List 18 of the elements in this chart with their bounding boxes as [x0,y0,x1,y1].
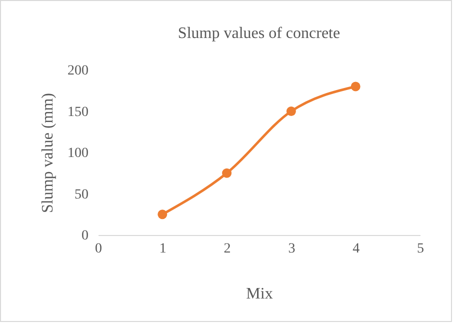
x-tick-label: 0 [95,242,102,256]
y-tick-label: 150 [68,104,88,120]
point [286,106,296,116]
y-tick-label: 50 [74,187,88,202]
y-axis-title: Slump value (mm) [40,93,56,213]
y-tick-label: 100 [68,146,88,161]
point [350,82,360,92]
y-tick-label: 200 [68,64,88,78]
x-tick-label: 3 [288,242,296,256]
x-tick-label: 2 [224,242,231,256]
x-tick-label: 5 [417,242,424,256]
chart-title: Slump values of concrete [178,25,340,42]
x-tick-label: 4 [352,242,360,256]
y-tick-label: 0 [82,228,88,244]
point [158,210,168,220]
point [222,168,232,178]
x-axis-title: Mix [246,286,273,302]
x-tick-label: 1 [159,242,166,256]
